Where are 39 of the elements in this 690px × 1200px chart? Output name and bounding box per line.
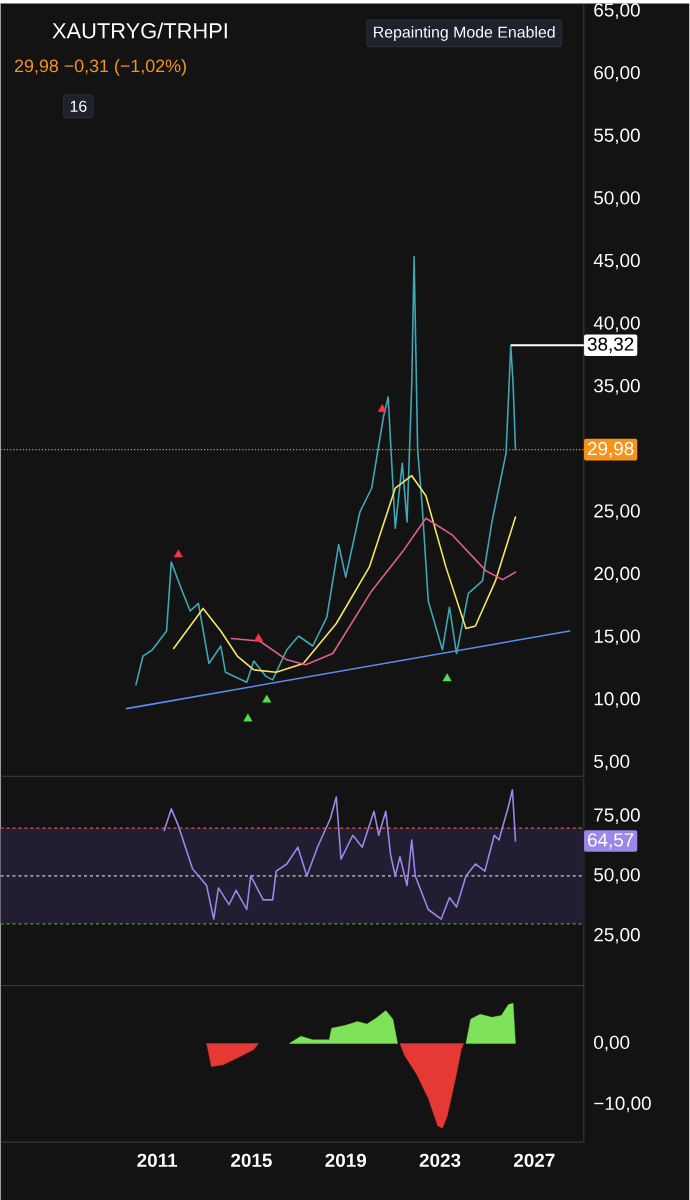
text: XAUTRYG/TRHPI <box>52 22 228 39</box>
line-series <box>135 255 517 686</box>
y-tick-label: 20,00 <box>594 566 641 583</box>
y-tick-label: 25,00 <box>594 504 641 520</box>
y-tick-label: 65,00 <box>594 3 641 19</box>
y-tick-label: 15,00 <box>595 629 641 646</box>
y-tick-label: 10,00 <box>595 692 641 708</box>
x-tick-label: 2011 <box>137 1153 178 1168</box>
line-series <box>163 788 517 920</box>
y-tick-label: 60,00 <box>594 65 641 82</box>
y-tick-label: 45,00 <box>594 253 641 270</box>
annotation: 16 <box>70 100 87 112</box>
y-tick-label: 25,00 <box>594 928 641 944</box>
y-tick-label: 35,00 <box>594 378 641 395</box>
y-tick-label: 0,00 <box>594 1035 630 1052</box>
y-tick-label: 50,00 <box>594 191 641 207</box>
y-tick-label: 55,00 <box>594 128 641 145</box>
x-tick-label: 2019 <box>325 1153 367 1168</box>
y-tick-label: 5,00 <box>594 754 630 771</box>
point <box>174 549 184 558</box>
y-tick-label: −10,00 <box>594 1096 652 1113</box>
point <box>442 673 452 682</box>
point <box>262 694 272 703</box>
annotation: 38,32 <box>587 337 634 354</box>
text: 64,57 <box>588 833 634 849</box>
point <box>378 404 388 413</box>
x-tick-label: 2023 <box>419 1153 461 1168</box>
annotation: Repainting Mode Enabled <box>374 26 555 41</box>
point <box>243 713 253 722</box>
text: 29,98 −0,31 (−1,02%) <box>15 59 187 76</box>
x-tick-label: 2015 <box>231 1153 273 1168</box>
line-series <box>173 474 517 674</box>
y-tick-label: 40,00 <box>594 316 641 332</box>
y-tick-label: 75,00 <box>594 808 641 824</box>
y-tick-label: 50,00 <box>594 868 641 884</box>
line-series <box>230 517 517 666</box>
ref-line-label: 29,98 <box>588 441 634 458</box>
x-tick-label: 2027 <box>514 1153 555 1168</box>
point <box>254 633 264 642</box>
